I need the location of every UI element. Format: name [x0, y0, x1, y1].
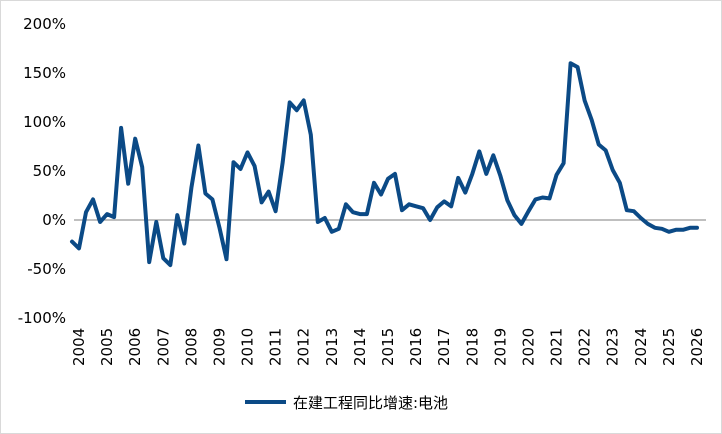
- x-tick-label: 2026: [688, 328, 706, 366]
- y-tick-label: 0%: [42, 211, 66, 229]
- x-tick-label: 2024: [632, 328, 650, 366]
- y-axis-ticks: 200% 150% 100% 50% 0% -50% -100%: [18, 15, 66, 327]
- x-tick-label: 2012: [295, 328, 313, 366]
- y-tick-label: -50%: [27, 260, 66, 278]
- x-tick-label: 2020: [519, 328, 537, 366]
- x-tick-label: 2014: [351, 328, 369, 366]
- y-tick-label: 150%: [23, 64, 66, 82]
- x-tick-label: 2009: [210, 328, 228, 366]
- y-tick-label: 100%: [23, 113, 66, 131]
- x-tick-label: 2005: [98, 328, 116, 366]
- y-tick-label: -100%: [18, 309, 66, 327]
- legend-label: 在建工程同比增速:电池: [293, 394, 448, 412]
- x-tick-label: 2004: [70, 328, 88, 366]
- x-tick-label: 2008: [182, 328, 200, 366]
- x-axis-ticks: 2004 2005 2006 2007 2008 2009 2010 2011 2012 2013…: [70, 328, 706, 366]
- y-tick-label: 200%: [23, 15, 66, 33]
- x-tick-label: 2015: [379, 328, 397, 366]
- x-tick-label: 2018: [463, 328, 481, 366]
- x-tick-label: 2016: [407, 328, 425, 366]
- x-tick-label: 2006: [126, 328, 144, 366]
- x-tick-label: 2023: [604, 328, 622, 366]
- x-tick-label: 2021: [548, 328, 566, 366]
- series-line-0: [70, 61, 699, 268]
- series-group: [70, 61, 699, 268]
- x-tick-label: 2022: [576, 328, 594, 366]
- x-tick-label: 2011: [267, 328, 285, 366]
- x-tick-label: 2017: [435, 328, 453, 366]
- y-tick-label: 50%: [33, 162, 66, 180]
- x-tick-label: 2010: [239, 328, 257, 366]
- x-tick-label: 2025: [660, 328, 678, 366]
- x-tick-label: 2013: [323, 328, 341, 366]
- x-tick-label: 2019: [491, 328, 509, 366]
- legend: 在建工程同比增速:电池: [245, 394, 448, 412]
- x-tick-label: 2007: [154, 328, 172, 366]
